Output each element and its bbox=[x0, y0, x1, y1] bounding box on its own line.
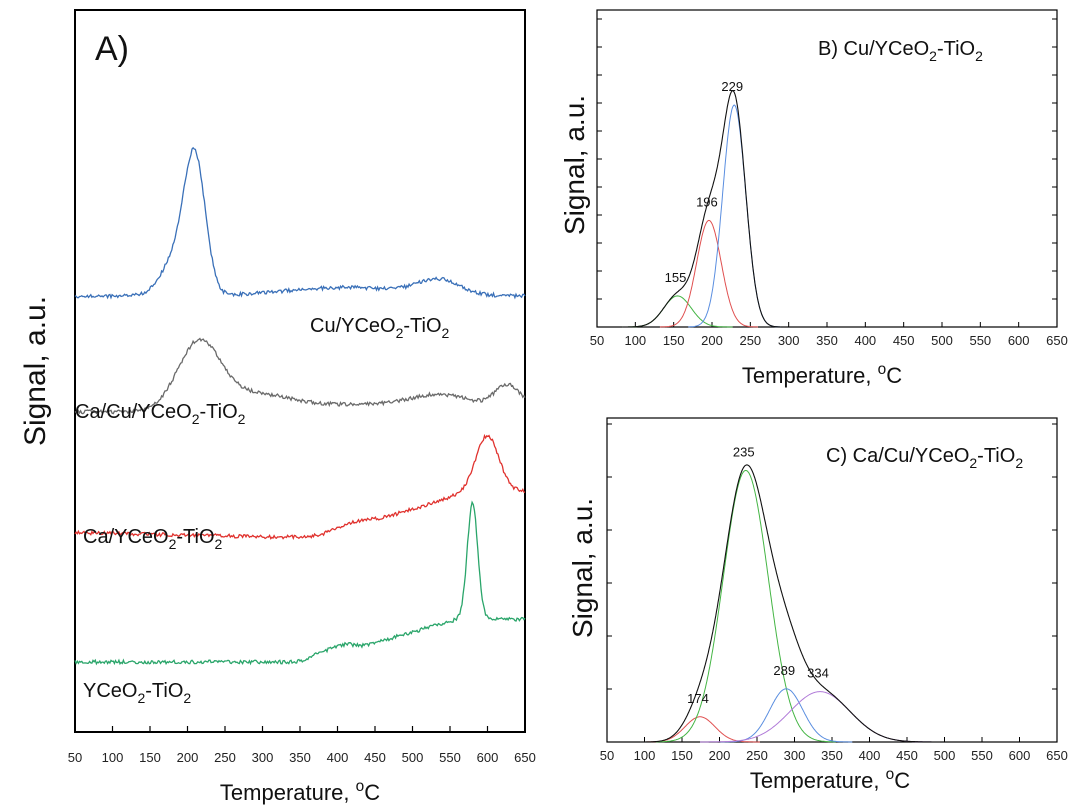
panel-a-series bbox=[74, 146, 526, 666]
x-tick-label: 400 bbox=[859, 748, 881, 763]
series-label-cu-ycemo2-tio2: Cu/YCeO2-TiO2 bbox=[310, 315, 450, 341]
x-tick-label: 550 bbox=[971, 748, 993, 763]
series-line bbox=[74, 500, 526, 666]
x-tick-label: 600 bbox=[477, 750, 499, 765]
x-tick-label: 250 bbox=[214, 750, 236, 765]
fit-component bbox=[655, 469, 836, 743]
x-tick-label: 350 bbox=[816, 333, 838, 348]
fit-component bbox=[659, 219, 758, 328]
panel-a-label: A) bbox=[95, 30, 129, 68]
x-tick-label: 550 bbox=[439, 750, 461, 765]
x-tick-label: 150 bbox=[139, 750, 161, 765]
x-tick-label: 300 bbox=[778, 333, 800, 348]
x-tick-label: 500 bbox=[402, 750, 424, 765]
peak-label: 155 bbox=[665, 270, 687, 285]
panel-c-label: C) Ca/Cu/YCeO2-TiO2 bbox=[826, 445, 1023, 471]
series-label-ca-ycemo2-tio2: Ca/YCeO2-TiO2 bbox=[83, 526, 223, 552]
series-line bbox=[74, 433, 526, 541]
fit-component bbox=[640, 716, 760, 743]
x-tick-label: 100 bbox=[634, 748, 656, 763]
panel-b-peak-labels: 155 196 229 bbox=[665, 79, 743, 285]
peak-label: 235 bbox=[733, 444, 755, 459]
x-tick-label: 350 bbox=[821, 748, 843, 763]
x-tick-label: 200 bbox=[177, 750, 199, 765]
series-line bbox=[74, 146, 526, 300]
x-tick-label: 250 bbox=[746, 748, 768, 763]
panel-b: 50 100 150 200 250 300 350 400 450 500 550 600 650 1… bbox=[559, 9, 1068, 388]
x-tick-label: 300 bbox=[784, 748, 806, 763]
panel-c-curves bbox=[640, 464, 940, 743]
x-tick-label: 200 bbox=[709, 748, 731, 763]
x-tick-label: 50 bbox=[590, 333, 604, 348]
panel-b-ticks: 50 100 150 200 250 300 350 400 450 500 550 600 650 bbox=[590, 18, 1068, 348]
x-tick-label: 50 bbox=[68, 750, 82, 765]
x-tick-label: 650 bbox=[514, 750, 536, 765]
panel-b-y-axis-title: Signal, a.u. bbox=[559, 95, 590, 235]
fit-envelope bbox=[640, 464, 940, 743]
peak-label: 334 bbox=[807, 666, 829, 681]
x-tick-label: 150 bbox=[663, 333, 685, 348]
panel-b-label: B) Cu/YCeO2-TiO2 bbox=[818, 38, 983, 64]
peak-label: 289 bbox=[773, 663, 795, 678]
x-tick-label: 250 bbox=[739, 333, 761, 348]
x-tick-label: 450 bbox=[893, 333, 915, 348]
x-tick-label: 650 bbox=[1046, 748, 1068, 763]
panel-a-y-axis-title: Signal, a.u. bbox=[19, 296, 52, 446]
fit-component bbox=[688, 104, 781, 328]
x-tick-label: 100 bbox=[102, 750, 124, 765]
x-tick-label: 600 bbox=[1009, 748, 1031, 763]
x-tick-label: 300 bbox=[252, 750, 274, 765]
x-tick-label: 500 bbox=[934, 748, 956, 763]
panel-c: 50 100 150 200 250 300 350 400 450 500 550 600 650 1… bbox=[567, 417, 1068, 793]
x-tick-label: 450 bbox=[896, 748, 918, 763]
x-tick-label: 500 bbox=[931, 333, 953, 348]
x-tick-label: 600 bbox=[1008, 333, 1030, 348]
x-tick-label: 450 bbox=[364, 750, 386, 765]
panel-c-ticks: 50 100 150 200 250 300 350 400 450 500 550 600 650 bbox=[600, 423, 1068, 763]
panel-b-x-axis-title: Temperature, oC bbox=[742, 361, 902, 388]
panel-a-x-axis-title: Temperature, oC bbox=[220, 778, 380, 805]
panel-c-x-axis-title: Temperature, oC bbox=[750, 766, 910, 793]
x-tick-label: 150 bbox=[671, 748, 693, 763]
panel-a: 50 100 150 200 250 300 350 400 450 500 550 600 650 A… bbox=[19, 9, 536, 805]
panel-a-x-ticks: 50 100 150 200 250 300 350 400 450 500 550 600 650 bbox=[68, 726, 536, 765]
series-label-ca-cu-ycemo2-tio2: Ca/Cu/YCeO2-TiO2 bbox=[75, 401, 246, 427]
x-tick-label: 200 bbox=[701, 333, 723, 348]
x-tick-label: 50 bbox=[600, 748, 614, 763]
x-tick-label: 550 bbox=[969, 333, 991, 348]
x-tick-label: 400 bbox=[327, 750, 349, 765]
peak-label: 196 bbox=[696, 194, 718, 209]
fit-envelope bbox=[622, 89, 781, 328]
x-tick-label: 350 bbox=[289, 750, 311, 765]
fit-component bbox=[622, 295, 733, 328]
panel-c-y-axis-title: Signal, a.u. bbox=[567, 498, 598, 638]
x-tick-label: 400 bbox=[854, 333, 876, 348]
peak-label: 229 bbox=[721, 79, 743, 94]
series-line bbox=[74, 337, 526, 415]
x-tick-label: 100 bbox=[624, 333, 646, 348]
x-tick-label: 650 bbox=[1046, 333, 1068, 348]
peak-label: 174 bbox=[687, 691, 709, 706]
panel-b-curves bbox=[622, 89, 781, 328]
panel-a-frame bbox=[74, 9, 526, 733]
series-label-ycemo2-tio2: YCeO2-TiO2 bbox=[83, 680, 191, 706]
fit-component bbox=[700, 691, 940, 743]
panel-c-peak-labels: 174 235 289 334 bbox=[687, 444, 829, 705]
